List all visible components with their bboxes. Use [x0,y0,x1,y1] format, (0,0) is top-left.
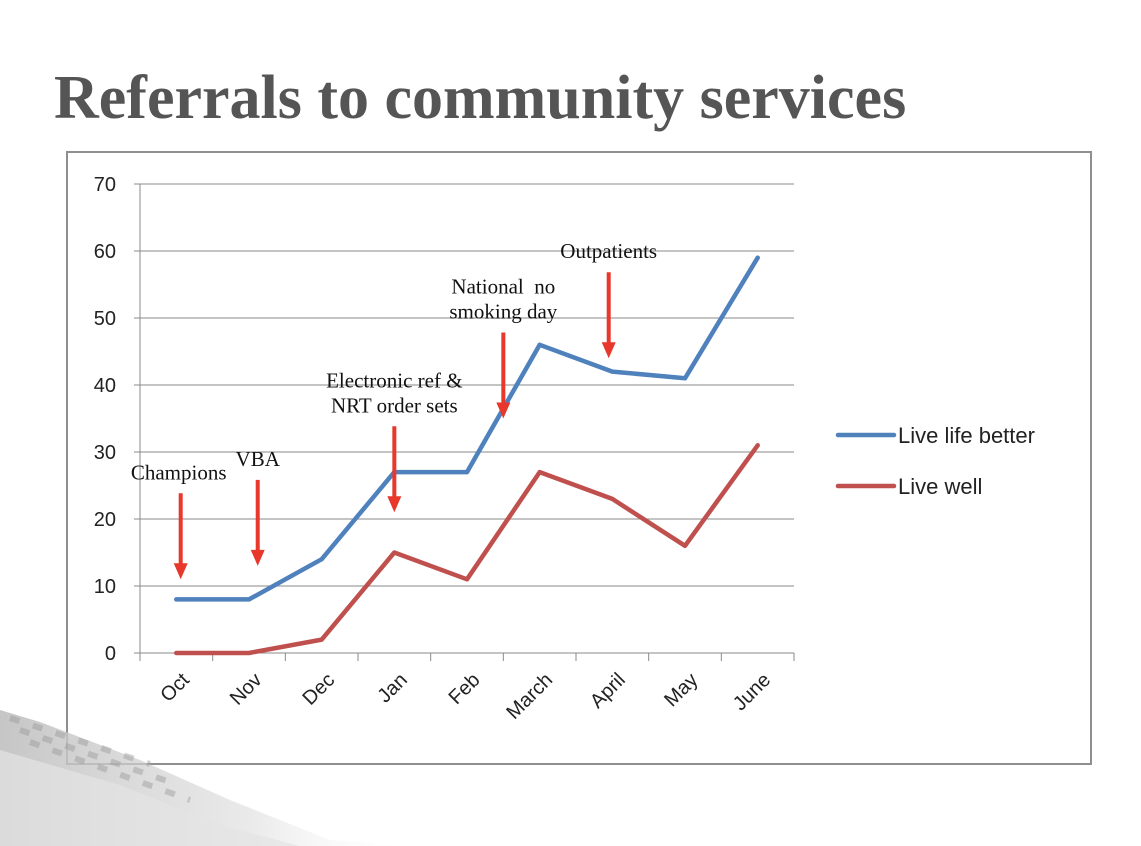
legend-label: Live life better [898,423,1035,448]
data-point [610,496,615,501]
line-chart: 0 10 20 30 40 50 60 70 Oct Nov Dec Jan Feb March April… [94,174,1035,724]
data-point [755,443,760,448]
x-tick-label: April [586,669,630,713]
annotation-label: VBA [236,447,281,471]
data-point [755,255,760,260]
data-point [465,577,469,582]
annotation-label: Outpatients [560,239,657,263]
y-tick-label: 40 [94,375,116,397]
data-point [247,651,251,655]
data-point [537,470,542,475]
x-tick-label: June [729,669,775,715]
data-point [465,470,469,475]
annotation-label: National no [451,275,555,299]
data-point [319,557,324,562]
x-tick-label: Jan [374,669,412,707]
y-tick-label: 0 [105,643,116,665]
annotation-arrow-head [496,402,511,419]
data-point [683,543,687,548]
x-tick-label: Oct [156,669,194,707]
annotation-arrow-head [173,563,188,580]
annotation-label: Electronic ref & [326,368,462,392]
data-point [174,597,179,602]
x-tick-label: March [502,669,557,724]
x-tick-label: May [660,669,702,711]
y-tick-label: 10 [94,576,116,598]
x-tick-label: Dec [298,669,339,710]
data-point [683,376,687,381]
x-tick-label: Nov [226,669,267,710]
data-point [319,637,324,642]
legend-label: Live well [898,474,982,499]
data-point [537,342,542,347]
data-point [174,651,179,655]
annotation-arrow-head [250,549,265,566]
x-tick-label: Feb [445,669,485,709]
data-point [247,597,251,602]
y-tick-label: 70 [94,174,116,196]
chart-frame: 0 10 20 30 40 50 60 70 Oct Nov Dec Jan Feb March April… [66,151,1092,765]
data-point [610,369,615,374]
annotation-arrow-head [387,496,402,513]
y-tick-label: 50 [94,308,116,330]
annotation-arrow-head [601,342,616,359]
y-tick-label: 30 [94,442,116,464]
y-tick-label: 60 [94,241,116,263]
annotation-label: smoking day [449,300,557,324]
slide-title: Referrals to community services [54,64,907,132]
annotation-label: Champions [131,460,227,484]
annotation-label: NRT order sets [331,393,458,417]
y-tick-label: 20 [94,509,116,531]
data-point [392,550,397,555]
series-line-1 [174,443,760,656]
